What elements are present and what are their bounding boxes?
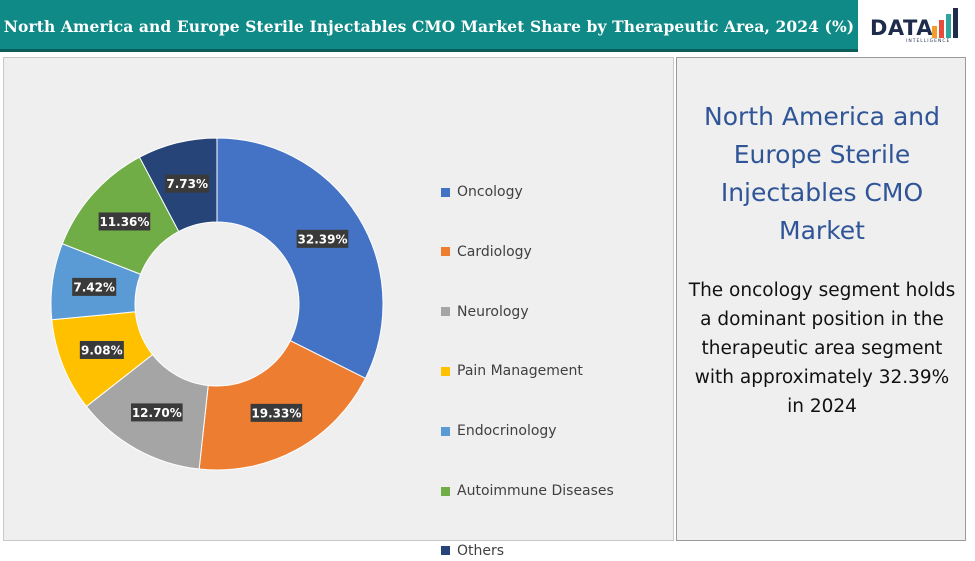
legend-label: Cardiology [457,243,532,260]
data-label: 7.42% [72,277,117,296]
legend-item-autoimmune-diseases: Autoimmune Diseases [441,481,614,501]
legend-item-endocrinology: Endocrinology [441,421,557,441]
data-label-text: 12.70% [132,406,182,420]
legend-label: Pain Management [457,363,583,380]
legend-swatch [441,247,450,257]
legend-swatch [441,546,450,556]
legend-swatch [441,187,450,197]
logo-bar [939,20,944,38]
logo-subtitle: INTELLIGENCE [906,39,951,44]
legend-swatch [441,486,450,496]
data-label-box [165,174,210,193]
insight-panel: North America and Europe Sterile Injecta… [676,57,966,541]
legend-item-cardiology: Cardiology [441,242,532,262]
logo-bars-icon [932,8,958,38]
data-label: 11.36% [98,212,151,231]
header-bar: North America and Europe Sterile Injecta… [0,0,858,52]
legend-item-neurology: Neurology [441,302,529,322]
insight-heading: North America and Europe Sterile Injecta… [704,102,940,245]
datam-intelligence-logo: DATA INTELLIGENCE [860,0,975,52]
legend-label: Endocrinology [457,423,557,440]
legend-item-pain-management: Pain Management [441,361,583,381]
data-label-text: 7.42% [73,280,115,294]
data-label: 9.08% [79,340,124,359]
legend-swatch [441,426,450,436]
legend-swatch [441,366,450,376]
legend-label: Others [457,542,505,559]
donut-slice-oncology [216,137,384,379]
data-label-box [131,403,183,422]
logo-bar [946,14,951,38]
data-label: 32.39% [296,229,349,248]
data-label-text: 7.73% [166,177,208,191]
legend-swatch [441,307,450,317]
data-label-box [250,403,303,422]
data-label-text: 32.39% [298,232,348,246]
legend-item-oncology: Oncology [441,182,523,202]
donut-chart: 32.39% 19.33% 12.70% 9.08% 7.42% 11.36% 7.73% [50,137,384,471]
data-label: 12.70% [131,403,183,422]
data-label-box [296,229,349,248]
chart-panel: 32.39% 19.33% 12.70% 9.08% 7.42% 11.36% 7.73% … [3,57,674,559]
data-label-box [98,212,151,231]
data-label-box [72,277,117,296]
logo-wordmark: DATA [870,16,934,40]
data-label-text: 9.08% [81,343,123,357]
legend-label: Autoimmune Diseases [457,483,614,499]
legend-item-others: Others [441,541,504,561]
data-label: 7.73% [165,174,210,193]
logo-bar [932,26,937,38]
insight-text: The oncology segment holds a dominant po… [688,280,956,417]
legend-label: Oncology [457,184,523,200]
chart-title: North America and Europe Sterile Injecta… [3,16,855,36]
data-label-box [79,340,124,359]
legend-label: Neurology [457,303,529,320]
data-label: 19.33% [250,403,303,422]
logo-bar [953,8,958,38]
data-label-text: 11.36% [99,215,149,229]
data-label-text: 19.33% [251,406,301,420]
